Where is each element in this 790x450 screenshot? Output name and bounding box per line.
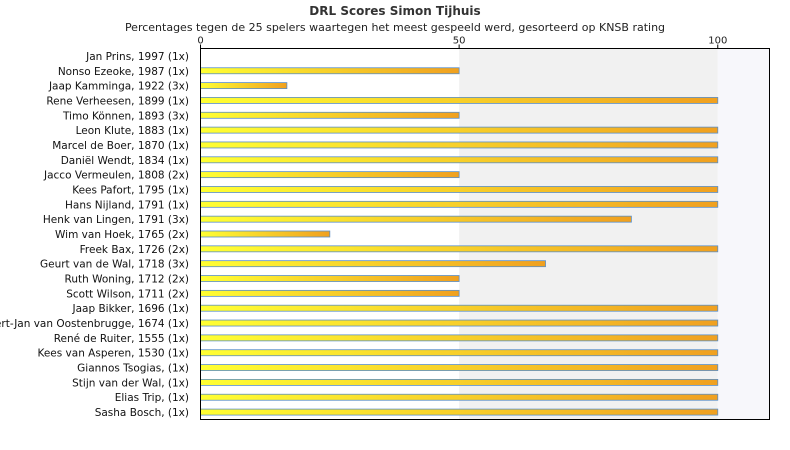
bar bbox=[200, 230, 331, 238]
category-labels: Jan Prins, 1997 (1x) Nonso Ezeoke, 1987 (… bbox=[0, 51, 189, 419]
bar bbox=[200, 289, 460, 297]
bar bbox=[200, 304, 719, 312]
category-label: Stijn van der Wal, (1x) bbox=[72, 377, 189, 389]
bar bbox=[200, 393, 719, 401]
category-label: Nonso Ezeoke, 1987 (1x) bbox=[58, 66, 189, 78]
category-label: Kees Pafort, 1795 (1x) bbox=[72, 184, 189, 196]
category-label: Hans Nijland, 1791 (1x) bbox=[65, 199, 189, 211]
plot-band-grey bbox=[459, 48, 718, 420]
category-label: Kees van Asperen, 1530 (1x) bbox=[37, 348, 189, 360]
bar bbox=[200, 364, 719, 371]
x-axis: 0 50 100 bbox=[197, 36, 727, 49]
bar bbox=[200, 186, 719, 193]
bar bbox=[200, 67, 460, 75]
bar bbox=[200, 319, 719, 327]
x-tick-label: 100 bbox=[708, 36, 727, 47]
bar bbox=[200, 349, 719, 357]
bar bbox=[200, 275, 460, 282]
category-label: Giannos Tsogias, (1x) bbox=[77, 363, 189, 375]
category-label: Jan Prins, 1997 (1x) bbox=[85, 51, 189, 63]
chart-subtitle: Percentages tegen de 25 spelers waartege… bbox=[125, 21, 665, 34]
bar bbox=[200, 200, 719, 208]
category-label: Geurt van de Wal, 1718 (3x) bbox=[40, 259, 189, 271]
bar bbox=[200, 215, 632, 223]
bar bbox=[200, 408, 719, 416]
bar bbox=[200, 82, 288, 89]
bar bbox=[200, 156, 719, 164]
category-label: Daniël Wendt, 1834 (1x) bbox=[61, 155, 189, 167]
category-label: Freek Bax, 1726 (2x) bbox=[80, 244, 189, 256]
category-label: Jacco Vermeulen, 1808 (2x) bbox=[43, 170, 189, 182]
bar bbox=[200, 245, 719, 253]
x-tick-label: 0 bbox=[197, 36, 203, 47]
bar bbox=[200, 111, 460, 119]
category-label: Leon Klute, 1883 (1x) bbox=[76, 125, 189, 137]
plot-band-edge bbox=[717, 48, 770, 420]
category-label: René de Ruiter, 1555 (1x) bbox=[54, 333, 189, 345]
plot-background bbox=[200, 48, 770, 420]
bar bbox=[200, 378, 719, 386]
category-label: Henk van Lingen, 1791 (3x) bbox=[43, 214, 189, 226]
category-label: Jaap Kamminga, 1922 (3x) bbox=[48, 81, 189, 93]
bar bbox=[200, 141, 719, 149]
x-tick-label: 50 bbox=[453, 36, 466, 47]
bar bbox=[200, 334, 719, 342]
bar bbox=[200, 171, 460, 179]
category-label: Bert-Jan van Oostenbrugge, 1674 (1x) bbox=[0, 318, 189, 330]
bar bbox=[200, 97, 719, 104]
category-label: Timo Können, 1893 (3x) bbox=[62, 110, 189, 122]
category-label: Marcel de Boer, 1870 (1x) bbox=[52, 140, 189, 152]
category-label: Jaap Bikker, 1696 (1x) bbox=[72, 303, 189, 315]
bar bbox=[200, 260, 546, 268]
category-label: Scott Wilson, 1711 (2x) bbox=[66, 288, 189, 300]
category-label: Elias Trip, (1x) bbox=[115, 392, 189, 404]
category-label: Rene Verheesen, 1899 (1x) bbox=[46, 95, 189, 107]
plot-frame bbox=[200, 48, 770, 420]
category-label: Sasha Bosch, (1x) bbox=[95, 407, 189, 419]
category-label: Wim van Hoek, 1765 (2x) bbox=[55, 229, 189, 241]
category-label: Ruth Woning, 1712 (2x) bbox=[65, 274, 190, 286]
bar bbox=[200, 126, 719, 134]
chart-title: DRL Scores Simon Tijhuis bbox=[309, 4, 480, 18]
